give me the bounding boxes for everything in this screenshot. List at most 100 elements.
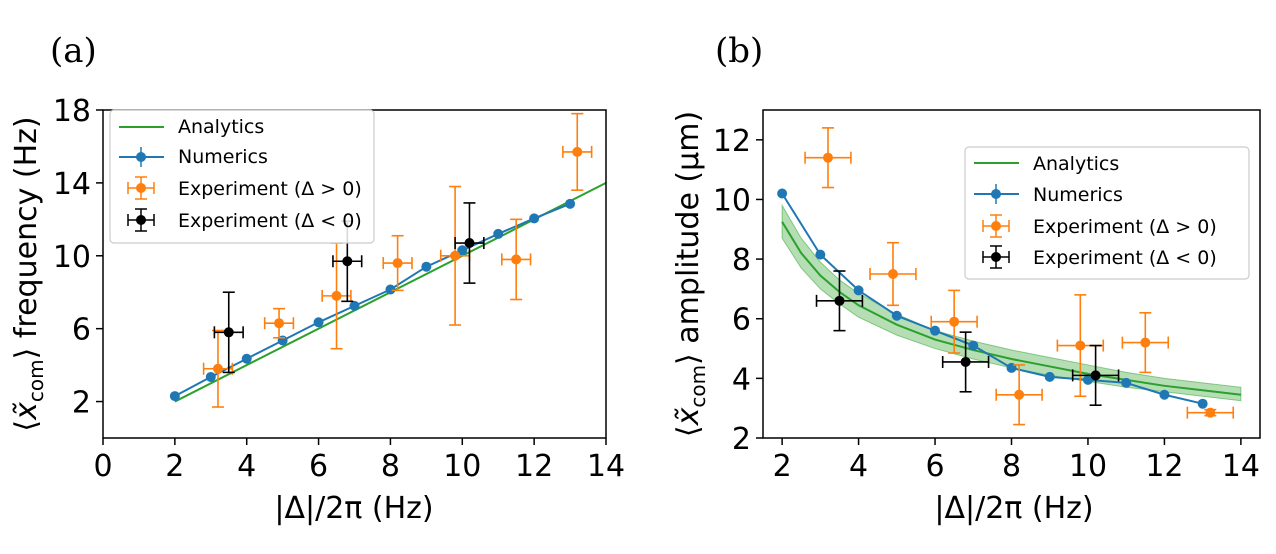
exp-pos-a-point-1 [274, 318, 285, 329]
numerics-point-b-3 [891, 310, 902, 321]
exp-pos-a-point-4 [450, 250, 461, 261]
y-label-b-symbol: x̃ [671, 407, 706, 426]
exp-pos-b-point-5 [1140, 337, 1151, 348]
x-tick-label-b-6: 14 [1222, 449, 1260, 484]
panel-label-a: (a) [50, 31, 97, 71]
legend-b-analytics: Analytics [1033, 153, 1119, 175]
legend-b-exp-pos: Experiment (Δ > 0) [1033, 216, 1217, 238]
x-tick-label-b-3: 8 [1002, 449, 1021, 484]
x-axis-label-a: |Δ|/2π (Hz) [274, 491, 433, 526]
legend-b-box [964, 146, 1250, 280]
legend-a-analytics: Analytics [178, 116, 264, 138]
numerics-point-b-5 [968, 340, 979, 351]
y-label-b-suffix: ⟩ amplitude (μm) [671, 111, 706, 365]
plot-area-a [169, 112, 607, 408]
exp-neg-a-errorbar-2 [454, 202, 485, 284]
numerics-point-a-4 [313, 317, 324, 328]
series-b-2 [804, 127, 1235, 426]
numerics-line-a [174, 202, 571, 397]
y-tick-label-b-5: 12 [713, 124, 751, 159]
numerics-point-a-5 [349, 300, 360, 311]
legend-a: Analytics Numerics Experiment (Δ > 0) Ex… [109, 109, 375, 244]
numerics-point-b-9 [1121, 377, 1132, 388]
ticks-b: 2 4 6 8 10 12 14 2 4 6 8 10 12 [713, 124, 1260, 484]
legend-b-numerics-swatch-dot [991, 189, 1001, 199]
legend-b-exp-neg: Experiment (Δ < 0) [1033, 247, 1217, 269]
y-tick-label-a-3: 14 [53, 167, 91, 202]
y-axis-label-b: ⟨x̃com⟩ amplitude (μm) [671, 111, 710, 437]
y-tick-label-a-0: 2 [72, 386, 91, 421]
exp-pos-b-point-1 [887, 269, 898, 279]
x-axis-label-b: |Δ|/2π (Hz) [934, 491, 1093, 526]
x-tick-label-a-6: 12 [515, 449, 553, 484]
series-a-2 [202, 112, 593, 408]
numerics-point-b-11 [1197, 398, 1208, 409]
numerics-point-b-1 [815, 249, 826, 260]
y-label-b-prefix: ⟨ [671, 425, 706, 437]
exp-neg-b-point-0 [834, 295, 845, 306]
numerics-point-a-9 [493, 228, 504, 239]
legend-b: Analytics Numerics Experiment (Δ > 0) Ex… [964, 146, 1250, 280]
y-tick-label-b-1: 4 [732, 362, 751, 397]
numerics-point-a-11 [565, 198, 576, 209]
legend-a-exp-pos-swatch [127, 176, 155, 200]
legend-b-exp-neg-dot [991, 252, 1001, 262]
panel-b: (b) 2 4 6 8 10 12 14 2 4 6 8 10 12 |Δ|/2π (Hz) ⟨x̃co… [671, 31, 1261, 526]
legend-b-exp-pos-swatch [982, 214, 1010, 238]
legend-a-box [109, 109, 375, 244]
legend-a-exp-neg-dot [136, 215, 146, 225]
numerics-point-b-7 [1044, 371, 1055, 382]
numerics-point-a-0 [169, 391, 180, 402]
numerics-point-a-10 [529, 213, 540, 224]
exp-neg-a-point-1 [342, 256, 353, 267]
x-tick-label-a-3: 6 [309, 449, 328, 484]
exp-neg-b-point-1 [960, 356, 971, 367]
legend-a-exp-neg: Experiment (Δ < 0) [178, 210, 362, 232]
exp-pos-a-point-6 [572, 146, 583, 157]
y-tick-label-a-1: 6 [72, 313, 91, 348]
exp-pos-a-point-2 [331, 290, 342, 301]
y-tick-label-b-4: 10 [713, 183, 751, 218]
series-b-1 [777, 188, 1208, 409]
series-a-1 [169, 198, 576, 402]
x-tick-label-b-4: 10 [1069, 449, 1107, 484]
y-tick-label-a-2: 10 [53, 240, 91, 275]
y-label-a-sub: com [24, 359, 48, 402]
numerics-point-b-4 [930, 325, 941, 336]
x-tick-label-a-5: 10 [443, 449, 481, 484]
y-label-b-sub: com [686, 365, 710, 408]
y-label-a-symbol: x̃ [9, 402, 44, 421]
numerics-point-a-7 [421, 261, 432, 272]
exp-pos-b-point-4 [1075, 340, 1086, 351]
exp-pos-a-point-0 [212, 363, 223, 374]
exp-pos-b-point-6 [1205, 407, 1216, 418]
plot-area-b [777, 127, 1242, 426]
series-b-3 [815, 270, 1120, 407]
panel-label-b: (b) [715, 31, 763, 71]
numerics-point-a-2 [241, 353, 252, 364]
x-tick-label-b-1: 4 [849, 449, 868, 484]
y-label-a-prefix: ⟨ [9, 420, 44, 432]
numerics-line-b [781, 192, 1203, 405]
numerics-point-a-6 [385, 284, 396, 295]
y-tick-label-b-3: 8 [732, 243, 751, 278]
x-tick-label-a-2: 4 [237, 449, 256, 484]
x-tick-label-b-0: 2 [773, 449, 792, 484]
numerics-point-b-2 [853, 285, 864, 296]
y-label-a-suffix: ⟩ frequency (Hz) [9, 116, 44, 359]
exp-pos-a-point-5 [511, 254, 522, 265]
numerics-point-a-1 [205, 371, 216, 382]
exp-pos-a-point-3 [392, 258, 403, 269]
exp-neg-a-point-0 [223, 327, 234, 338]
numerics-point-b-10 [1159, 389, 1170, 400]
numerics-point-b-8 [1082, 374, 1093, 385]
y-tick-label-a-4: 18 [53, 94, 91, 129]
exp-neg-a-point-2 [464, 238, 475, 249]
numerics-point-b-0 [777, 188, 788, 199]
legend-a-exp-pos-dot [136, 183, 146, 193]
exp-neg-b-point-2 [1090, 370, 1101, 381]
x-tick-label-b-5: 12 [1145, 449, 1183, 484]
x-tick-label-a-7: 14 [587, 449, 625, 484]
